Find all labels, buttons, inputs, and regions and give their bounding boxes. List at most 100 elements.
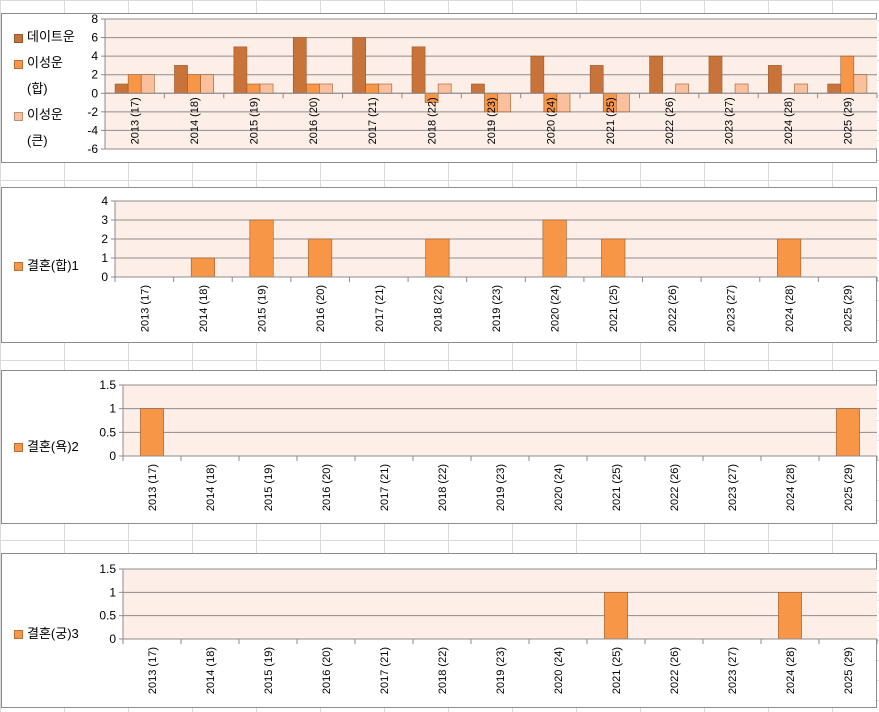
x-tick-label: 2018 (22) xyxy=(432,285,444,332)
bar xyxy=(675,83,690,94)
legend-item: 데이트운 xyxy=(14,24,77,50)
chart-legend: 결혼(욕)2 xyxy=(14,437,79,457)
y-tick-label: 0.5 xyxy=(99,609,116,623)
x-tick-label: 2025 (29) xyxy=(843,285,855,332)
y-tick-label: 8 xyxy=(91,12,98,26)
y-tick-label: 1.5 xyxy=(99,378,116,392)
bar xyxy=(853,74,868,94)
y-tick-label: 0 xyxy=(101,270,108,284)
x-tick-label: 2021 (25) xyxy=(611,464,623,511)
x-tick-label: 2013 (17) xyxy=(147,647,159,694)
x-tick-label: 2020 (24) xyxy=(553,464,565,511)
x-tick-label: 2018 (22) xyxy=(427,97,439,144)
bar xyxy=(604,592,628,640)
x-tick-label: 2021 (25) xyxy=(608,285,620,332)
bar xyxy=(542,219,567,278)
chart-svg: 8 6 4 2 0 -2 -4 -6 2013 (17) 2014 (18) 2015 (19) 20… xyxy=(87,12,878,156)
y-tick-label: 1 xyxy=(101,251,108,265)
x-tick-label: 2023 (27) xyxy=(724,97,736,144)
y-tick-label: 0 xyxy=(109,449,116,463)
bar xyxy=(292,37,307,94)
bar xyxy=(114,83,129,94)
x-tick-label: 2013 (17) xyxy=(139,285,151,332)
y-tick-label: -4 xyxy=(87,123,98,137)
bar xyxy=(778,592,802,640)
bar xyxy=(836,408,860,457)
chart-marriage-gung[interactable]: 1.5 1 0.5 0 2013 (17) 2014 (18) 2015 (19) 2016 … xyxy=(1,553,878,708)
x-tick-label: 2019 (23) xyxy=(491,285,503,332)
bar xyxy=(411,46,426,94)
x-tick-label: 2024 (28) xyxy=(785,647,797,694)
legend-item: 결혼(합)1 xyxy=(14,256,79,276)
x-tick-label: 2013 (17) xyxy=(130,97,142,144)
x-tick-label: 2024 (28) xyxy=(784,285,796,332)
y-tick-label: 0 xyxy=(109,632,116,646)
bar xyxy=(827,83,842,94)
bar xyxy=(246,83,261,94)
bar xyxy=(556,92,571,113)
chart-marriage-yok[interactable]: 1.5 1 0.5 0 2013 (17) 2014 (18) 2015 (19) 2016 … xyxy=(1,370,878,524)
legend-swatch xyxy=(14,34,23,43)
legend-label: 결혼(궁)3 xyxy=(27,626,79,641)
y-tick-label: 1.5 xyxy=(99,562,116,576)
bar xyxy=(794,83,808,94)
y-tick-label: 3 xyxy=(101,213,108,227)
legend-item: 결혼(궁)3 xyxy=(14,624,79,644)
chart-svg: 1.5 1 0.5 0 2013 (17) 2014 (18) 2015 (19) 2016 … xyxy=(99,562,878,694)
legend-swatch xyxy=(14,443,23,452)
bar xyxy=(734,83,749,94)
bar xyxy=(425,238,450,278)
bar xyxy=(259,83,274,94)
x-tick-label: 2021 (25) xyxy=(605,97,617,144)
x-tick-label: 2018 (22) xyxy=(437,647,449,694)
x-tick-label: 2013 (17) xyxy=(147,464,159,511)
x-tick-label: 2014 (18) xyxy=(205,647,217,694)
bar xyxy=(187,74,201,94)
x-tick-label: 2015 (19) xyxy=(263,647,275,694)
x-tick-label: 2015 (19) xyxy=(263,464,275,511)
bar xyxy=(174,65,188,94)
legend-label: 이성운(큰) xyxy=(27,107,63,148)
y-tick-label: 6 xyxy=(91,31,98,45)
bar xyxy=(190,257,215,278)
chart-dating-luck[interactable]: 8 6 4 2 0 -2 -4 -6 2013 (17) 2014 (18) 2015 (19) 20… xyxy=(1,12,878,163)
y-tick-label: 0.5 xyxy=(99,425,116,439)
y-tick-label: 1 xyxy=(109,585,116,599)
x-tick-label: 2016 (20) xyxy=(321,464,333,511)
bar xyxy=(649,55,663,94)
bar xyxy=(352,37,366,94)
bar xyxy=(127,74,142,94)
y-tick-label: 2 xyxy=(101,232,108,246)
bar xyxy=(306,83,320,94)
bar xyxy=(233,46,248,94)
bar xyxy=(249,219,274,278)
bar xyxy=(708,55,723,94)
legend-item: 이성운(큰) xyxy=(14,102,77,154)
bar xyxy=(140,74,155,94)
bar xyxy=(365,83,380,94)
x-tick-label: 2017 (21) xyxy=(374,285,386,332)
x-tick-label: 2022 (26) xyxy=(667,285,679,332)
x-tick-label: 2014 (18) xyxy=(198,285,210,332)
x-tick-label: 2025 (29) xyxy=(842,97,854,144)
plot-area xyxy=(123,569,877,639)
chart-svg: 1.5 1 0.5 0 2013 (17) 2014 (18) 2015 (19) 2016 … xyxy=(99,378,878,511)
legend-label: 결혼(합)1 xyxy=(27,258,79,273)
bar xyxy=(471,83,485,94)
chart-legend: 데이트운 이성운(합) 이성운(큰) xyxy=(14,24,77,154)
x-tick-label: 2017 (21) xyxy=(379,464,391,511)
x-tick-label: 2014 (18) xyxy=(205,464,217,511)
x-tick-label: 2024 (28) xyxy=(783,97,795,144)
chart-legend: 결혼(궁)3 xyxy=(14,624,79,644)
x-tick-label: 2017 (21) xyxy=(379,647,391,694)
x-tick-label: 2023 (27) xyxy=(727,464,739,511)
bar xyxy=(530,55,545,94)
legend-swatch xyxy=(14,262,23,271)
bar xyxy=(140,408,164,457)
chart-legend: 결혼(합)1 xyxy=(14,256,79,276)
x-tick-label: 2018 (22) xyxy=(437,464,449,511)
x-tick-label: 2025 (29) xyxy=(843,464,855,511)
x-tick-label: 2019 (23) xyxy=(495,647,507,694)
chart-marriage-hap[interactable]: 4 3 2 1 0 2013 (17) 2014 (18) 2015 (19) 2016 (20… xyxy=(1,187,878,343)
y-tick-label: 4 xyxy=(101,194,108,208)
